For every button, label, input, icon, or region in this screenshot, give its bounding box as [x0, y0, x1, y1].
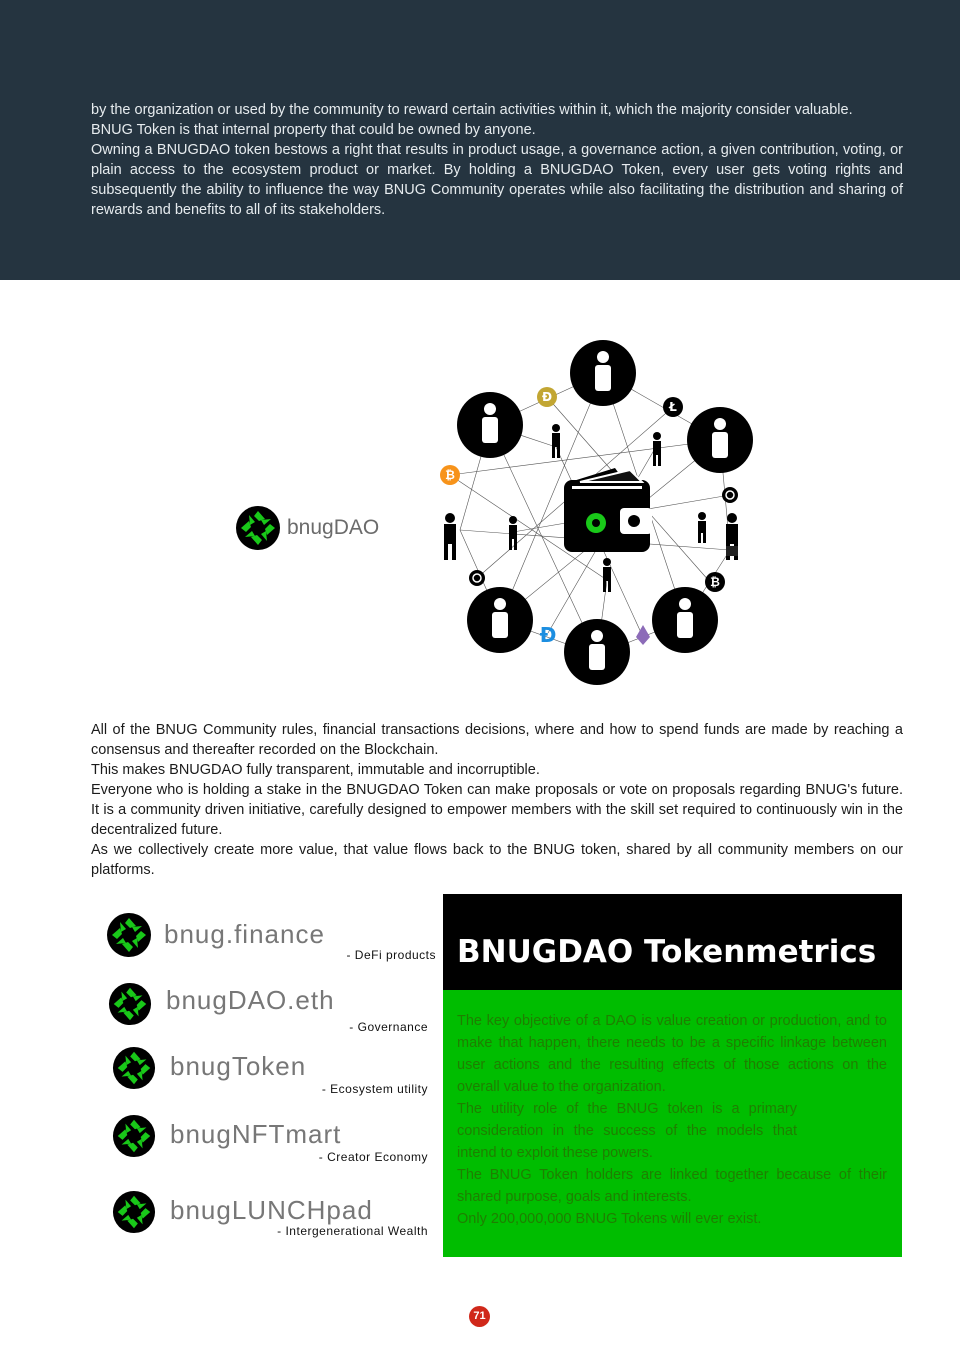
- bnug-logo-icon: [112, 1046, 156, 1090]
- paragraph: Owning a BNUGDAO token bestows a right t…: [91, 142, 903, 218]
- tokenmetrics-header: BNUGDAO Tokenmetrics: [443, 894, 902, 990]
- bnug-logo-icon: [108, 982, 152, 1026]
- person-icon: [444, 513, 456, 560]
- brand-bnuglunchpad: bnugLUNCHpad - Intergenerational Wealth: [108, 1190, 430, 1244]
- paragraph: This makes BNUGDAO fully transparent, im…: [91, 762, 540, 778]
- person-icon: [652, 587, 718, 653]
- person-icon: [467, 587, 533, 653]
- paragraph: The utility role of the BNUG token is a …: [457, 1101, 797, 1161]
- tokenmetrics-heading: BNUGDAO Tokenmetrics: [457, 934, 877, 970]
- dash-icon: Ð: [540, 623, 557, 647]
- paragraph: by the organization or used by the commu…: [91, 102, 853, 118]
- svg-text:Ł: Ł: [668, 400, 677, 414]
- person-icon: [603, 558, 611, 592]
- bitcoin-icon: ₿: [705, 572, 725, 592]
- svg-text:Ð: Ð: [542, 390, 552, 404]
- paragraph: The key objective of a DAO is value crea…: [457, 1013, 887, 1095]
- person-icon: [698, 512, 706, 543]
- person-icon: [509, 516, 517, 550]
- paragraph: The BNUG Token holders are linked togeth…: [457, 1167, 887, 1205]
- paragraph: As we collectively create more value, th…: [91, 842, 903, 878]
- brand-title: bnug.finance: [164, 919, 325, 949]
- brand-title: bnugNFTmart: [170, 1119, 342, 1149]
- intro-text: by the organization or used by the commu…: [91, 100, 903, 220]
- bnug-logo-icon: [112, 1114, 156, 1158]
- person-icon: [564, 619, 630, 685]
- tokenmetrics-panel: BNUGDAO Tokenmetrics The key objective o…: [443, 894, 902, 1257]
- community-network-diagram: Ð Ł ₿ ₿ Ð: [440, 340, 753, 685]
- dogecoin-icon: Ð: [537, 387, 557, 407]
- person-icon: [570, 340, 636, 406]
- brand-title: bnugToken: [170, 1051, 307, 1081]
- paragraph: All of the BNUG Community rules, financi…: [91, 722, 903, 758]
- svg-text:₿: ₿: [445, 468, 455, 482]
- person-icon: [653, 432, 661, 466]
- brand-subtitle: - Intergenerational Wealth: [277, 1224, 428, 1238]
- dao-description: All of the BNUG Community rules, financi…: [91, 720, 903, 880]
- tokenmetrics-text: The key objective of a DAO is value crea…: [457, 1010, 887, 1230]
- brand-subtitle: - Ecosystem utility: [321, 1082, 428, 1096]
- paragraph: Everyone who is holding a stake in the B…: [91, 782, 903, 838]
- brand-title: bnugLUNCHpad: [170, 1195, 373, 1225]
- person-icon: [687, 407, 753, 473]
- logo-label: bnugDAO: [287, 516, 380, 539]
- person-icon: [457, 392, 523, 458]
- person-icon: [726, 513, 738, 560]
- litecoin-icon: Ł: [663, 397, 683, 417]
- brand-bnugnftmart: bnugNFTmart - Creator Economy: [108, 1114, 430, 1168]
- ripple-icon: [722, 487, 738, 503]
- brand-bnugdao-eth: bnugDAO.eth - Governance: [104, 982, 430, 1036]
- bitcoin-icon: ₿: [440, 465, 460, 485]
- paragraph: Only 200,000,000 BNUG Tokens will ever e…: [457, 1211, 762, 1227]
- bnug-logo-icon: [112, 1190, 156, 1234]
- brand-subtitle: - Governance: [349, 1020, 428, 1034]
- svg-text:₿: ₿: [710, 575, 720, 589]
- svg-text:Ð: Ð: [540, 623, 557, 647]
- brand-title: bnugDAO.eth: [166, 985, 335, 1015]
- paragraph: BNUG Token is that internal property tha…: [91, 122, 536, 138]
- ethereum-icon: [636, 625, 650, 645]
- brand-subtitle: - Creator Economy: [318, 1150, 428, 1164]
- page-number-badge: 71: [469, 1306, 490, 1327]
- bnugdao-logo: bnugDAO: [235, 505, 379, 551]
- header-band: by the organization or used by the commu…: [0, 0, 960, 280]
- person-icon: [552, 424, 560, 458]
- brand-bnugtoken: bnugToken - Ecosystem utility: [108, 1046, 430, 1100]
- wallet-icon: [564, 468, 652, 552]
- brand-subtitle: - DeFi products: [346, 948, 436, 962]
- bnug-logo-icon: [107, 913, 151, 957]
- brand-bnug-finance: bnug.finance - DeFi products: [102, 912, 438, 972]
- ripple-icon: [469, 570, 485, 586]
- bnug-logo-icon: [236, 506, 280, 550]
